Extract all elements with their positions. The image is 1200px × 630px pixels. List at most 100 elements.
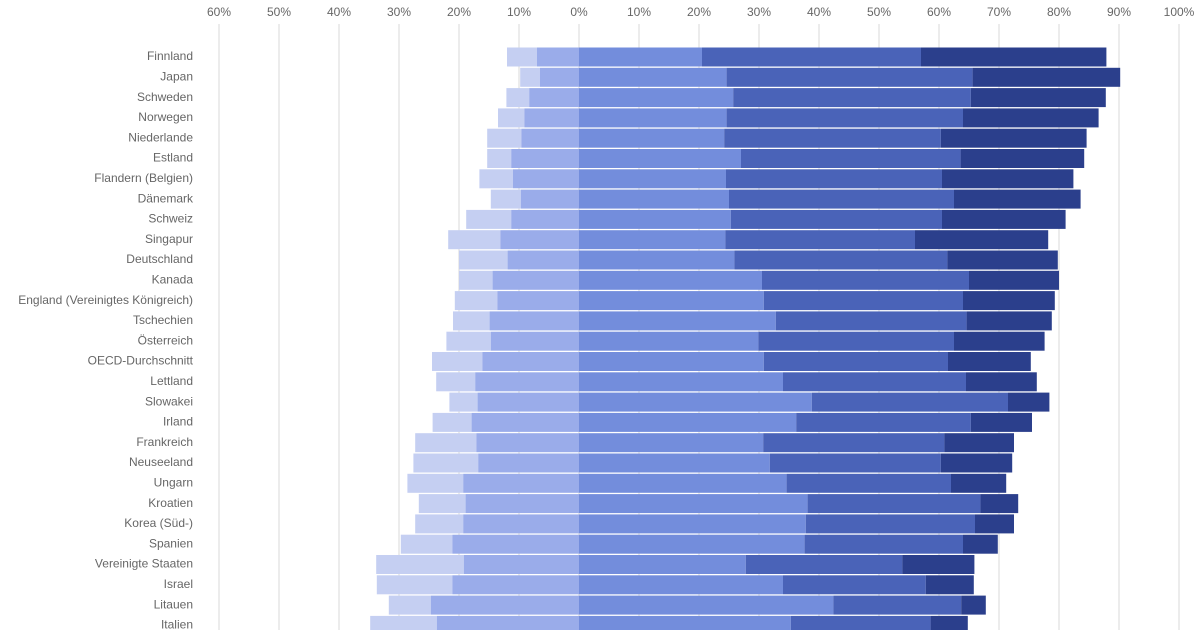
country-label: Singapur bbox=[145, 232, 193, 246]
country-label: OECD-Durchschnitt bbox=[88, 354, 194, 368]
bar-segment bbox=[376, 575, 453, 595]
bar-segment bbox=[733, 88, 971, 108]
bar-segment bbox=[415, 433, 477, 453]
bar-segment bbox=[490, 189, 521, 209]
bar-segment bbox=[954, 331, 1045, 351]
bar-segment bbox=[452, 575, 579, 595]
bar-segment bbox=[951, 473, 1007, 493]
x-tick-label: 40% bbox=[807, 5, 831, 19]
bar-segment bbox=[783, 575, 926, 595]
bar-segment bbox=[579, 291, 764, 311]
bar-segment bbox=[921, 47, 1107, 67]
bars bbox=[370, 47, 1121, 630]
country-label: Japan bbox=[160, 69, 193, 83]
bar-segment bbox=[529, 88, 579, 108]
country-label: Flandern (Belgien) bbox=[94, 171, 193, 185]
bar-segment bbox=[925, 575, 974, 595]
bar-segment bbox=[579, 555, 746, 574]
x-tick-label: 20% bbox=[687, 5, 711, 19]
bar-segment bbox=[524, 108, 579, 128]
bar-segment bbox=[579, 209, 731, 229]
bar-segment bbox=[513, 169, 579, 189]
bar-segment bbox=[954, 189, 1081, 209]
country-label: Vereinigte Staaten bbox=[95, 557, 193, 571]
bar-segment bbox=[413, 453, 479, 473]
bar-segment bbox=[963, 291, 1055, 311]
bar-segment bbox=[521, 128, 579, 148]
country-label: Kroatien bbox=[148, 496, 193, 510]
bar-segment bbox=[506, 88, 530, 108]
bar-segment bbox=[579, 169, 726, 189]
bar-segment bbox=[507, 47, 537, 67]
bar-segment bbox=[969, 270, 1059, 290]
country-label: Österreich bbox=[138, 333, 193, 347]
bar-segment bbox=[970, 412, 1032, 432]
country-label: Slowakei bbox=[145, 394, 193, 408]
bar-segment bbox=[729, 189, 954, 209]
country-label: England (Vereinigtes Königreich) bbox=[18, 293, 193, 307]
x-tick-label: 80% bbox=[1047, 5, 1071, 19]
country-label: Spanien bbox=[149, 536, 193, 550]
bar-segment bbox=[725, 230, 915, 250]
bar-segment bbox=[489, 311, 579, 331]
bar-segment bbox=[579, 372, 783, 392]
bar-segment bbox=[497, 291, 579, 311]
bar-segment bbox=[579, 250, 735, 270]
bar-segment bbox=[579, 433, 764, 453]
bar-segment bbox=[579, 453, 770, 473]
bar-segment bbox=[804, 534, 963, 554]
bar-segment bbox=[960, 149, 1085, 168]
country-label: Litauen bbox=[154, 597, 193, 611]
bar-segment bbox=[930, 615, 968, 630]
bar-segment bbox=[579, 128, 725, 148]
bar-segment bbox=[430, 595, 579, 615]
x-tick-label: 30% bbox=[747, 5, 771, 19]
bar-segment bbox=[579, 615, 791, 630]
bar-segment bbox=[579, 67, 727, 87]
bar-segment bbox=[436, 615, 579, 630]
bar-segment bbox=[475, 372, 579, 392]
bar-segment bbox=[507, 250, 579, 270]
country-label: Niederlande bbox=[128, 130, 193, 144]
bar-segment bbox=[432, 412, 472, 432]
bar-segment bbox=[511, 209, 579, 229]
bar-segment bbox=[970, 88, 1106, 108]
bar-segment bbox=[702, 47, 921, 67]
country-label: Deutschland bbox=[126, 252, 193, 266]
bar-segment bbox=[407, 473, 464, 493]
country-label: Lettland bbox=[150, 374, 193, 388]
bar-segment bbox=[975, 514, 1014, 534]
x-axis-ticks: 60% 50% 40% 30% 20% 10% 0% 10% 20% 30% 40% 50% 60% 70… bbox=[207, 5, 1195, 19]
bar-segment bbox=[463, 514, 579, 534]
bar-segment bbox=[915, 230, 1049, 250]
bar-segment bbox=[730, 209, 942, 229]
country-label: Irland bbox=[163, 415, 193, 429]
x-tick-label: 70% bbox=[987, 5, 1011, 19]
bar-segment bbox=[579, 412, 797, 432]
x-tick-label: 60% bbox=[207, 5, 231, 19]
bar-segment bbox=[465, 494, 579, 514]
bar-segment bbox=[833, 595, 962, 615]
x-tick-label: 100% bbox=[1164, 5, 1195, 19]
bar-segment bbox=[579, 311, 776, 331]
bar-segment bbox=[537, 47, 579, 67]
bar-segment bbox=[448, 230, 501, 250]
bar-segment bbox=[763, 291, 963, 311]
country-label: Ungarn bbox=[154, 475, 193, 489]
bar-segment bbox=[476, 433, 579, 453]
bar-segment bbox=[459, 270, 493, 290]
bar-segment bbox=[511, 149, 579, 168]
bar-segment bbox=[948, 352, 1031, 371]
bar-segment bbox=[459, 250, 508, 270]
bar-segment bbox=[579, 595, 834, 615]
bar-segment bbox=[1008, 392, 1050, 412]
country-label: Korea (Süd-) bbox=[124, 516, 193, 530]
bar-segment bbox=[980, 494, 1019, 514]
bar-segment bbox=[415, 514, 464, 534]
x-tick-label: 10% bbox=[627, 5, 651, 19]
bar-segment bbox=[388, 595, 431, 615]
bar-segment bbox=[758, 331, 954, 351]
bar-segment bbox=[579, 534, 805, 554]
x-tick-label: 20% bbox=[447, 5, 471, 19]
bar-segment bbox=[579, 88, 734, 108]
